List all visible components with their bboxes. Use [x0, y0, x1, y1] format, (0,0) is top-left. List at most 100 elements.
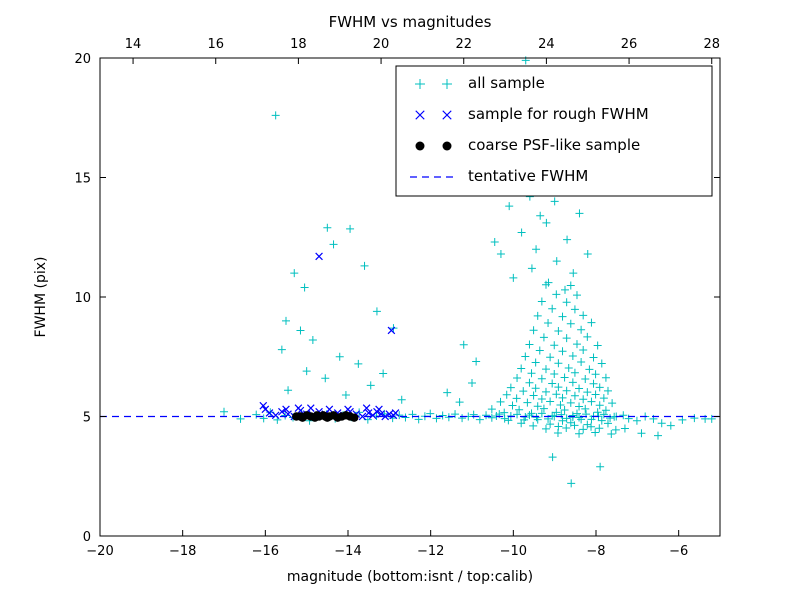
plus-marker — [542, 218, 551, 227]
plus-marker — [556, 401, 565, 410]
plus-marker — [529, 326, 538, 335]
plus-marker — [444, 413, 453, 422]
plus-marker — [533, 402, 542, 411]
plus-marker — [579, 311, 588, 320]
x-tick-label-top: 24 — [538, 37, 555, 52]
plus-marker — [529, 391, 538, 400]
plus-marker — [591, 370, 600, 379]
plus-marker — [572, 340, 581, 349]
x-marker — [282, 405, 290, 414]
plus-marker — [611, 425, 620, 434]
plus-marker — [366, 381, 375, 390]
x-tick-label-bottom: −12 — [417, 544, 444, 559]
x-tick-label-top: 20 — [373, 37, 390, 52]
x-tick-label-bottom: −16 — [252, 544, 279, 559]
plus-marker — [490, 238, 499, 247]
y-tick-label: 0 — [83, 530, 91, 545]
plus-marker — [472, 357, 481, 366]
plus-marker — [595, 383, 604, 392]
plus-marker — [281, 411, 290, 420]
plus-marker — [587, 318, 596, 327]
plus-marker — [552, 290, 561, 299]
plus-marker — [552, 257, 561, 266]
plus-marker — [354, 359, 363, 368]
legend-box — [395, 65, 713, 197]
plus-marker — [546, 420, 555, 429]
legend: all sample sample for rough FWHM coarse PS… — [395, 65, 713, 197]
plus-marker — [544, 278, 553, 287]
legend-entry: all sample — [415, 74, 545, 92]
plus-marker — [321, 374, 330, 383]
plus-marker — [468, 379, 476, 388]
x-tick-label-bottom: −6 — [669, 544, 688, 559]
plus-marker — [589, 379, 598, 388]
plus-marker — [296, 326, 305, 335]
plus-marker — [529, 421, 538, 430]
y-axis-label: FWHM (pix) — [33, 257, 49, 338]
plus-marker — [282, 316, 290, 325]
axes-layer: −20 −18 −16 −14 −12 −10 −8 −6 14 16 18 20 22 24 26 28 0 5… — [74, 37, 720, 559]
plus-marker — [550, 341, 559, 350]
plus-marker — [541, 424, 550, 433]
plus-marker — [595, 401, 604, 410]
plus-marker — [537, 297, 546, 306]
plus-marker — [443, 388, 452, 397]
plus-marker — [290, 269, 299, 278]
plus-marker — [583, 388, 592, 397]
plus-marker — [329, 240, 338, 249]
plus-marker — [397, 395, 406, 404]
plus-marker — [341, 390, 350, 399]
plus-marker — [372, 307, 381, 316]
plus-legend-marker — [442, 79, 452, 89]
plus-marker — [597, 416, 606, 425]
plus-marker — [548, 453, 557, 462]
circle-marker — [312, 411, 322, 420]
plus-marker — [300, 283, 309, 292]
plus-marker — [525, 340, 534, 349]
plus-marker — [581, 374, 590, 383]
plus-marker — [568, 378, 577, 387]
plus-marker — [539, 333, 548, 342]
plus-marker — [506, 383, 515, 392]
plus-marker — [558, 393, 567, 402]
plus-marker — [558, 312, 567, 321]
plus-marker — [599, 410, 608, 419]
plus-marker — [537, 409, 546, 418]
y-tick-label: 15 — [74, 172, 91, 187]
circle-marker — [350, 413, 359, 422]
plus-marker — [513, 410, 522, 419]
plus-marker — [607, 429, 616, 438]
plus-marker — [548, 379, 557, 388]
plot-frame — [99, 57, 721, 537]
legend-entry: tentative FWHM — [410, 167, 588, 185]
plus-marker — [527, 264, 536, 273]
plus-marker — [323, 223, 332, 232]
plus-marker — [606, 414, 615, 423]
plus-marker — [535, 346, 544, 355]
plus-marker — [561, 285, 569, 294]
y-tick-label: 5 — [83, 411, 91, 426]
x-marker — [265, 409, 274, 417]
plus-marker — [566, 319, 575, 328]
plus-marker — [579, 425, 588, 434]
circle-legend-marker — [442, 141, 452, 151]
plus-marker — [482, 411, 491, 420]
plus-marker — [546, 353, 555, 362]
plus-marker — [432, 414, 441, 423]
plus-marker — [355, 408, 364, 417]
series-coarse-psf-like-sample — [292, 411, 359, 422]
plus-marker — [620, 424, 629, 433]
plus-marker — [554, 422, 563, 431]
plus-marker — [335, 352, 344, 361]
x-marker — [278, 407, 286, 416]
plus-marker — [487, 413, 496, 422]
plus-marker — [581, 404, 590, 413]
x-marker — [294, 404, 303, 412]
plus-marker — [502, 390, 511, 399]
x-marker — [381, 412, 390, 421]
plus-marker — [536, 211, 545, 220]
plus-marker — [570, 368, 579, 377]
series-layer — [100, 56, 720, 488]
plus-marker — [517, 228, 526, 237]
plus-marker — [608, 399, 617, 408]
